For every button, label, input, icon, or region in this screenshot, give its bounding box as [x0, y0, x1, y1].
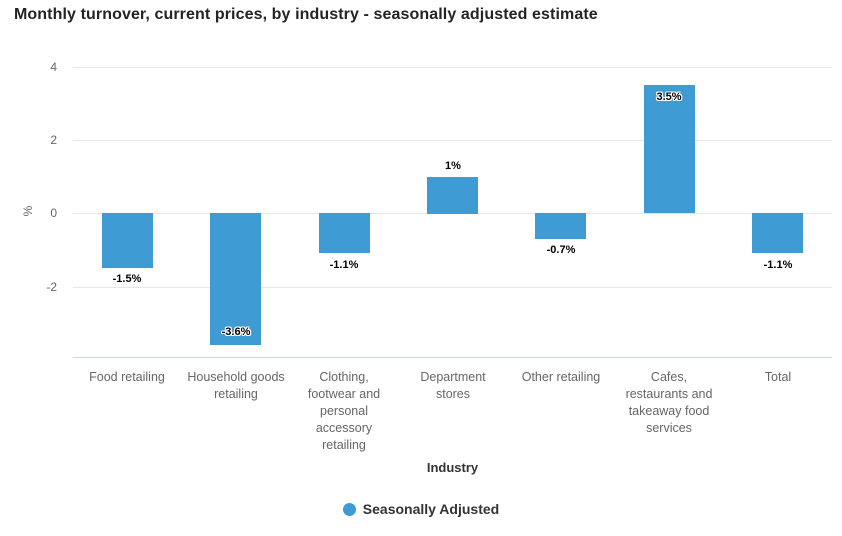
bar-other-retailing[interactable] [535, 213, 586, 239]
x-category-label: Department stores [420, 370, 486, 401]
data-label: -1.1% [763, 259, 793, 271]
bar-household-goods-retailing[interactable] [210, 213, 261, 345]
bar-clothing[interactable] [319, 213, 370, 253]
x-category-label: Food retailing [89, 370, 165, 384]
y-tick-label: -2 [46, 280, 57, 294]
chart-title: Monthly turnover, current prices, by ind… [14, 6, 598, 23]
legend-label: Seasonally Adjusted [362, 501, 500, 517]
legend-item-seasonally-adjusted[interactable]: Seasonally Adjusted [0, 501, 842, 517]
bar-cafes[interactable] [644, 85, 695, 213]
gridline [73, 67, 832, 68]
legend-marker-icon [342, 502, 356, 516]
bar-food-retailing[interactable] [102, 213, 153, 268]
y-tick-label: 0 [50, 206, 57, 220]
x-category-label: Other retailing [521, 370, 601, 384]
x-category-label: Total [764, 370, 792, 384]
x-category-label: Household goods retailing [187, 370, 285, 401]
data-label: -1.1% [329, 259, 359, 271]
data-label: -3.6% [221, 326, 251, 338]
gridline [73, 140, 832, 141]
x-category-label: Clothing, footwear and personal accessor… [307, 370, 381, 452]
data-label: 3.5% [656, 91, 682, 103]
x-axis-title: Industry [426, 460, 479, 475]
x-category-label: Cafes, restaurants and takeaway food ser… [625, 370, 713, 435]
bar-total[interactable] [752, 213, 803, 253]
y-tick-label: 4 [50, 60, 57, 74]
gridline [73, 287, 832, 288]
data-label: 1% [445, 160, 461, 172]
data-label: -0.7% [546, 244, 576, 256]
x-axis-line [73, 357, 832, 358]
y-tick-label: 2 [50, 133, 57, 147]
data-label: -1.5% [112, 273, 142, 285]
bar-department-stores[interactable] [427, 177, 478, 214]
